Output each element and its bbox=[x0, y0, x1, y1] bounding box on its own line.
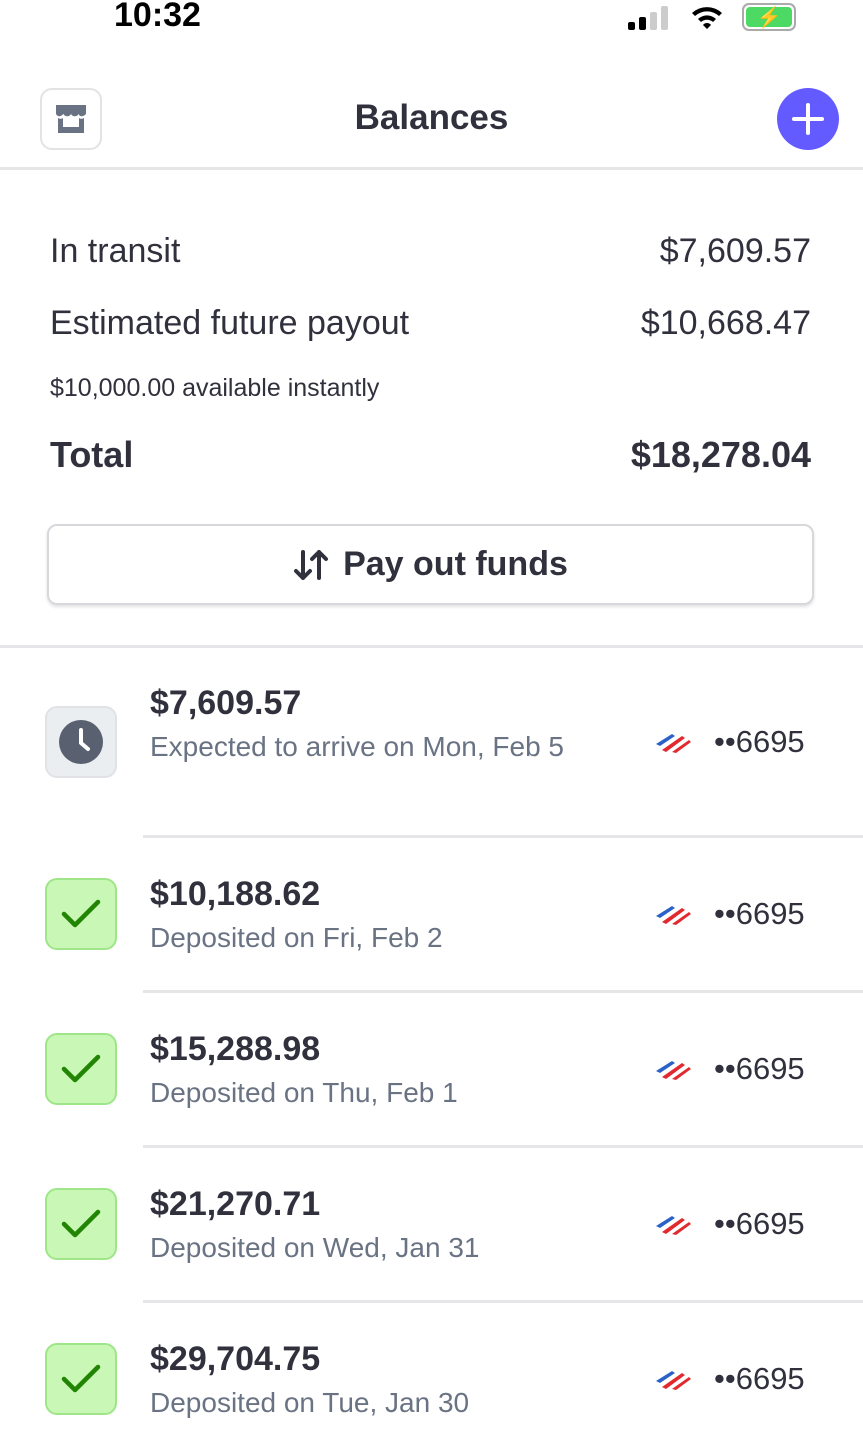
check-icon bbox=[61, 1054, 101, 1083]
check-icon bbox=[61, 1364, 101, 1393]
payout-row[interactable]: $7,609.57 Expected to arrive on Mon, Feb… bbox=[0, 680, 863, 838]
payout-amount: $7,609.57 bbox=[150, 684, 302, 722]
payout-row[interactable]: $29,704.75 Deposited on Tue, Jan 30 ••66… bbox=[0, 1303, 863, 1440]
paid-status-badge bbox=[45, 1033, 117, 1105]
wifi-icon bbox=[692, 7, 722, 29]
clock: 10:32 bbox=[114, 0, 201, 34]
check-icon bbox=[61, 899, 101, 928]
row-divider bbox=[143, 1300, 863, 1303]
payout-amount: $21,270.71 bbox=[150, 1185, 321, 1223]
future-payout-value: $10,668.47 bbox=[640, 304, 811, 342]
payout-amount: $15,288.98 bbox=[150, 1030, 321, 1068]
payout-row[interactable]: $21,270.71 Deposited on Wed, Jan 31 ••66… bbox=[0, 1148, 863, 1303]
in-transit-label: In transit bbox=[50, 232, 181, 270]
future-payout-row: Estimated future payout $10,668.47 bbox=[50, 304, 811, 343]
row-divider bbox=[143, 990, 863, 993]
total-value: $18,278.04 bbox=[630, 434, 811, 475]
row-divider bbox=[143, 835, 863, 838]
payout-description: Deposited on Tue, Jan 30 bbox=[150, 1387, 470, 1418]
status-bar: 10:32 ⚡ bbox=[0, 0, 863, 40]
future-payout-label: Estimated future payout bbox=[50, 304, 410, 342]
paid-status-badge bbox=[45, 1343, 117, 1415]
bank-logo-icon bbox=[656, 1371, 691, 1390]
row-divider bbox=[143, 1145, 863, 1148]
bank-logo-icon bbox=[656, 906, 691, 925]
bank-account-number: ••6695 bbox=[714, 896, 805, 931]
payout-description: Deposited on Thu, Feb 1 bbox=[150, 1077, 458, 1108]
payout-description: Expected to arrive on Mon, Feb 5 bbox=[150, 731, 564, 762]
bank-logo-icon bbox=[656, 734, 691, 753]
app-header: Balances bbox=[0, 80, 863, 170]
page-title: Balances bbox=[354, 98, 509, 137]
add-button[interactable] bbox=[777, 88, 839, 150]
bank-account-number: ••6695 bbox=[714, 1361, 805, 1396]
transfer-arrows-icon bbox=[294, 549, 329, 580]
battery-icon: ⚡ bbox=[742, 3, 796, 31]
paid-status-badge bbox=[45, 878, 117, 950]
store-icon bbox=[56, 105, 86, 133]
payout-amount: $29,704.75 bbox=[150, 1340, 321, 1378]
pay-out-funds-button[interactable]: Pay out funds bbox=[47, 524, 814, 605]
bank-logo-icon bbox=[656, 1061, 691, 1080]
check-icon bbox=[61, 1209, 101, 1238]
pending-status-badge bbox=[45, 706, 117, 778]
payout-row[interactable]: $10,188.62 Deposited on Fri, Feb 2 ••669… bbox=[0, 838, 863, 993]
clock-icon bbox=[59, 720, 103, 764]
bank-account-number: ••6695 bbox=[714, 724, 805, 759]
payout-row[interactable]: $15,288.98 Deposited on Thu, Feb 1 ••669… bbox=[0, 993, 863, 1148]
store-button[interactable] bbox=[40, 88, 102, 150]
total-row: Total $18,278.04 bbox=[50, 434, 811, 476]
payout-description: Deposited on Fri, Feb 2 bbox=[150, 922, 443, 953]
pay-out-funds-label: Pay out funds bbox=[343, 545, 568, 583]
plus-icon bbox=[792, 103, 824, 135]
payout-amount: $10,188.62 bbox=[150, 875, 321, 913]
payout-description: Deposited on Wed, Jan 31 bbox=[150, 1232, 480, 1263]
total-label: Total bbox=[50, 434, 134, 475]
bank-account-number: ••6695 bbox=[714, 1206, 805, 1241]
instant-note: $10,000.00 available instantly bbox=[50, 374, 380, 402]
in-transit-value: $7,609.57 bbox=[659, 232, 811, 270]
bank-account-number: ••6695 bbox=[714, 1051, 805, 1086]
bank-logo-icon bbox=[656, 1216, 691, 1235]
section-divider bbox=[0, 645, 863, 648]
paid-status-badge bbox=[45, 1188, 117, 1260]
in-transit-row: In transit $7,609.57 bbox=[50, 232, 811, 271]
signal-icon bbox=[628, 6, 668, 30]
